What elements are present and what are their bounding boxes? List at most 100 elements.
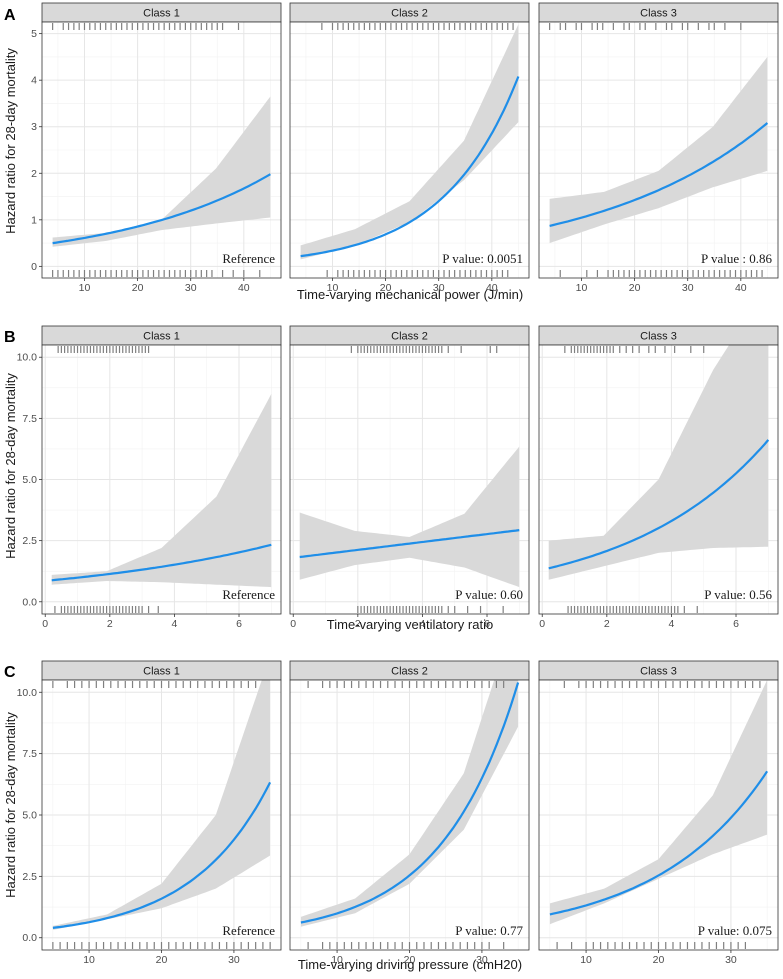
y-tick-label: 7.5: [22, 413, 37, 425]
x-tick-label: 0: [42, 618, 48, 630]
y-tick-label: 2: [31, 168, 37, 180]
facet-title: Class 3: [640, 8, 677, 20]
confidence-band: [548, 345, 769, 580]
p-value-annotation: P value: 0.56: [704, 587, 772, 602]
panel-border: [538, 344, 779, 615]
x-tick-label: 4: [419, 618, 425, 630]
hazard-curve: [52, 781, 272, 929]
facet-2: Class 2 P value: 0.77 10 20 30: [289, 660, 530, 966]
x-tick-label: 30: [476, 954, 488, 966]
y-axis-title: Hazard ratio for 28-day mortality: [3, 712, 18, 898]
x-tick-label: 10: [576, 282, 588, 294]
x-tick-label: 10: [327, 282, 339, 294]
hazard-curve: [300, 76, 520, 258]
facet-3: Class 3 P value : 0.86 10 20 30 40: [538, 2, 779, 294]
x-tick-label: 40: [735, 282, 747, 294]
confidence-band: [549, 56, 768, 244]
x-tick-label: 2: [355, 618, 361, 630]
p-value-annotation: Reference: [222, 923, 275, 938]
confidence-band: [300, 24, 519, 260]
panel-border: [289, 344, 530, 615]
x-tick-label: 20: [380, 282, 392, 294]
x-tick-label: 20: [156, 954, 168, 966]
facet-title: Class 2: [391, 331, 428, 343]
facet-title: Class 1: [143, 8, 180, 20]
panel-border: [289, 21, 530, 279]
x-tick-label: 30: [228, 954, 240, 966]
confidence-band: [300, 680, 519, 927]
p-value-annotation: P value: 0.0051: [442, 251, 523, 266]
facet-3: Class 3 P value: 0.56 0 2 4 6: [538, 325, 779, 630]
x-tick-label: 20: [629, 282, 641, 294]
y-tick-label: 7.5: [22, 748, 37, 760]
confidence-band: [52, 96, 271, 247]
p-value-annotation: Reference: [222, 587, 275, 602]
p-value-annotation: P value: 0.77: [455, 923, 523, 938]
facet-1: Class 1 Reference 10 20 30 0.0 2.5 5.0 7.5 10.0: [17, 660, 282, 966]
y-tick-label: 2.5: [22, 871, 37, 883]
y-tick-label: 5.0: [22, 474, 37, 486]
y-tick-label: 1: [31, 214, 37, 226]
x-tick-label: 0: [290, 618, 296, 630]
x-tick-label: 40: [486, 282, 498, 294]
x-tick-label: 2: [107, 618, 113, 630]
y-tick-label: 5: [31, 28, 37, 40]
y-tick-label: 2.5: [22, 535, 37, 547]
hazard-curve: [51, 543, 272, 582]
y-tick-label: 4: [31, 75, 37, 87]
x-tick-label: 2: [604, 618, 610, 630]
facet-title: Class 2: [391, 666, 428, 678]
x-tick-label: 40: [238, 282, 250, 294]
x-tick-label: 6: [733, 618, 739, 630]
facet-3: Class 3 P value: 0.075 10 20 30: [538, 660, 779, 966]
x-tick-label: 20: [404, 954, 416, 966]
p-value-annotation: P value : 0.86: [701, 251, 773, 266]
x-axis-title: Time-varying ventilatory ratio: [327, 617, 493, 632]
confidence-band: [299, 446, 520, 588]
panel-border: [538, 21, 779, 279]
panel-border: [41, 21, 282, 279]
hazard-curve: [548, 439, 770, 570]
x-tick-label: 30: [433, 282, 445, 294]
hazard-curve: [549, 770, 769, 916]
facet-1: Class 1 Reference 10 20 30 40 0 1 2 3 4 5: [31, 2, 282, 294]
x-tick-label: 20: [653, 954, 665, 966]
facet-2: Class 2 P value: 0.60 0 2 4 6: [289, 325, 530, 630]
y-tick-label: 0.0: [22, 932, 37, 944]
y-axis-title: Hazard ratio for 28-day mortality: [3, 373, 18, 559]
x-tick-label: 6: [484, 618, 490, 630]
facet-title: Class 3: [640, 331, 677, 343]
y-tick-label: 10.0: [17, 352, 38, 364]
facet-title: Class 3: [640, 666, 677, 678]
plot-content: [300, 680, 520, 949]
x-tick-label: 20: [132, 282, 144, 294]
facet-2: Class 2 P value: 0.0051 10 20 30 40: [289, 2, 530, 294]
plot-content: [549, 680, 769, 949]
p-value-annotation: Reference: [222, 251, 275, 266]
p-value-annotation: P value: 0.075: [698, 923, 772, 938]
facet-title: Class 1: [143, 331, 180, 343]
panel-letter: C: [4, 664, 16, 681]
hazard-curve: [52, 173, 271, 245]
p-value-annotation: P value: 0.60: [455, 587, 523, 602]
x-tick-label: 30: [682, 282, 694, 294]
x-tick-label: 30: [725, 954, 737, 966]
x-tick-label: 4: [171, 618, 177, 630]
panel-letter: B: [4, 329, 16, 346]
x-tick-label: 10: [580, 954, 592, 966]
y-axis-title: Hazard ratio for 28-day mortality: [3, 48, 18, 234]
facet-title: Class 2: [391, 8, 428, 20]
plot-content: [548, 345, 770, 613]
plot-content: [51, 346, 272, 613]
y-tick-label: 5.0: [22, 810, 37, 822]
confidence-band: [51, 393, 272, 588]
plot-content: [52, 23, 271, 277]
x-tick-label: 4: [668, 618, 674, 630]
confidence-band: [52, 680, 271, 930]
y-tick-label: 3: [31, 121, 37, 133]
y-tick-label: 0.0: [22, 596, 37, 608]
chart-panel-b: B Hazard ratio for 28-day mortality Time-v…: [3, 325, 779, 632]
y-tick-label: 0: [31, 261, 37, 273]
y-tick-label: 10.0: [17, 687, 38, 699]
